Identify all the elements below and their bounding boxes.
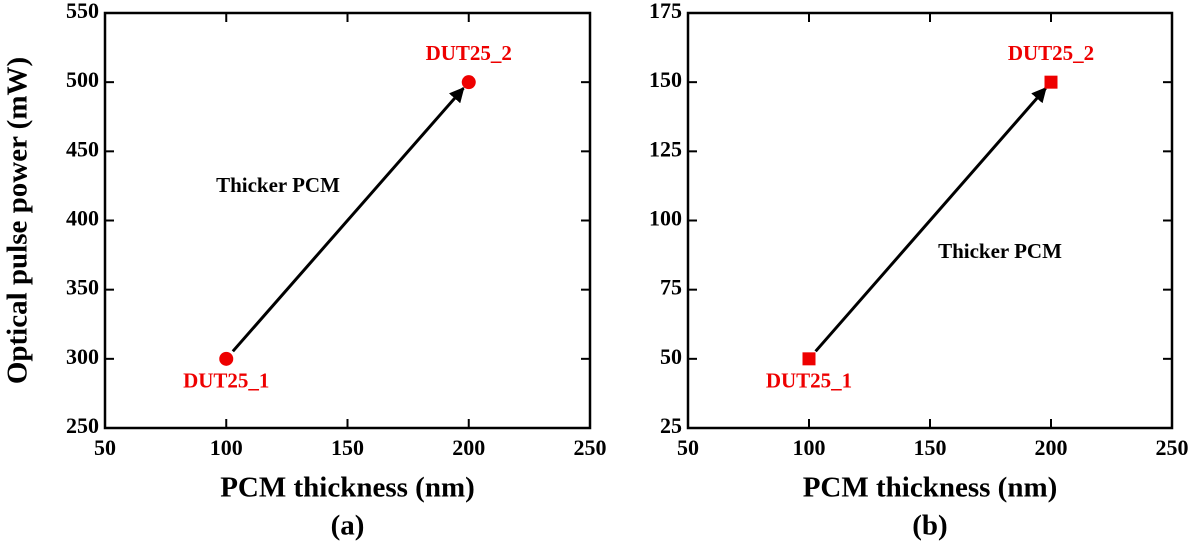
point xyxy=(1044,75,1058,89)
x-tick-label: 200 xyxy=(452,435,485,460)
y-tick-label: 150 xyxy=(649,67,682,92)
point xyxy=(802,352,816,366)
y-tick-label: 50 xyxy=(660,344,682,369)
y-tick-label: 450 xyxy=(66,136,99,161)
x-tick-label: 250 xyxy=(1156,435,1189,460)
y-tick-label: 300 xyxy=(66,344,99,369)
x-tick-label: 150 xyxy=(914,435,947,460)
y-tick-label: 25 xyxy=(660,413,682,438)
point xyxy=(219,351,234,366)
x-tick-label: 250 xyxy=(574,435,607,460)
x-tick-label: 100 xyxy=(793,435,826,460)
panel-label: (b) xyxy=(912,510,947,542)
y-tick-label: 550 xyxy=(66,0,99,23)
panel-label: (a) xyxy=(331,510,365,542)
point xyxy=(461,75,476,90)
arrow xyxy=(814,87,1047,353)
y-tick-label: 350 xyxy=(66,275,99,300)
point-label: DUT25_2 xyxy=(1008,41,1094,65)
x-axis-title: PCM thickness (nm) xyxy=(803,472,1058,504)
x-tick-label: 200 xyxy=(1035,435,1068,460)
x-tick-label: 50 xyxy=(94,435,116,460)
y-axis-title: Optical pulse power (mW) xyxy=(2,57,34,384)
point-label: DUT25_2 xyxy=(426,41,512,65)
arrow xyxy=(231,87,465,353)
x-axis-title: PCM thickness (nm) xyxy=(220,472,475,504)
annotation: Thicker PCM xyxy=(938,239,1062,263)
point-label: DUT25_1 xyxy=(766,369,852,393)
y-tick-label: 175 xyxy=(649,0,682,23)
y-tick-label: 400 xyxy=(66,206,99,231)
y-tick-label: 500 xyxy=(66,67,99,92)
y-tick-label: 75 xyxy=(660,275,682,300)
y-tick-label: 100 xyxy=(649,206,682,231)
x-tick-label: 100 xyxy=(210,435,243,460)
x-tick-label: 50 xyxy=(677,435,699,460)
point-label: DUT25_1 xyxy=(183,369,269,393)
y-tick-label: 125 xyxy=(649,136,682,161)
y-tick-label: 250 xyxy=(66,413,99,438)
x-tick-label: 150 xyxy=(331,435,364,460)
annotation: Thicker PCM xyxy=(216,173,340,197)
